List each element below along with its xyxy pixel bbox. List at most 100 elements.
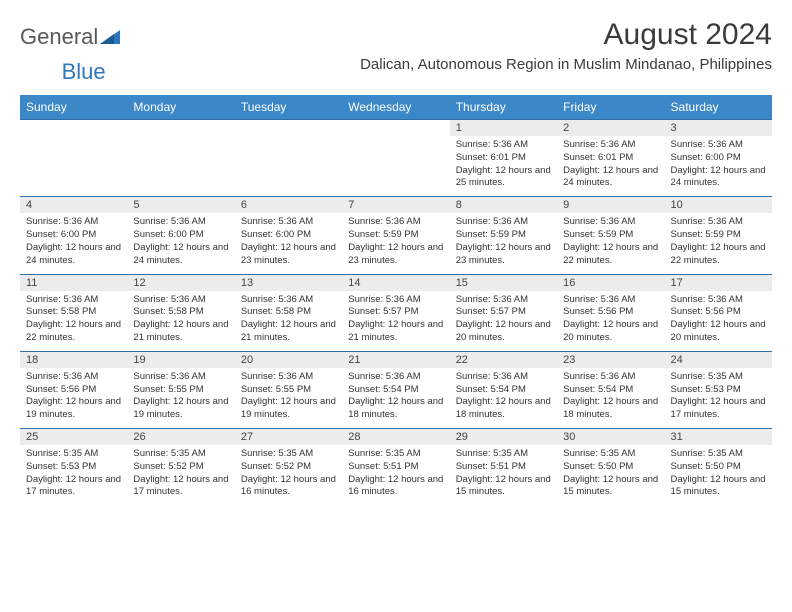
weekday-header: Saturday bbox=[665, 95, 772, 120]
day-number: 26 bbox=[127, 429, 234, 445]
day-number: 22 bbox=[450, 352, 557, 368]
calendar-cell: 8Sunrise: 5:36 AMSunset: 5:59 PMDaylight… bbox=[450, 197, 557, 274]
calendar-cell: 24Sunrise: 5:35 AMSunset: 5:53 PMDayligh… bbox=[665, 351, 772, 428]
calendar-cell bbox=[127, 120, 234, 197]
weekday-header: Thursday bbox=[450, 95, 557, 120]
day-data: Sunrise: 5:35 AMSunset: 5:53 PMDaylight:… bbox=[665, 368, 772, 428]
day-data: Sunrise: 5:36 AMSunset: 5:55 PMDaylight:… bbox=[127, 368, 234, 428]
weekday-header: Tuesday bbox=[235, 95, 342, 120]
day-data: Sunrise: 5:36 AMSunset: 6:01 PMDaylight:… bbox=[557, 136, 664, 196]
day-number: 30 bbox=[557, 429, 664, 445]
title-block: August 2024 Dalican, Autonomous Region i… bbox=[360, 18, 772, 73]
calendar-cell: 13Sunrise: 5:36 AMSunset: 5:58 PMDayligh… bbox=[235, 274, 342, 351]
calendar-cell bbox=[235, 120, 342, 197]
calendar-cell: 11Sunrise: 5:36 AMSunset: 5:58 PMDayligh… bbox=[20, 274, 127, 351]
calendar-row: 1Sunrise: 5:36 AMSunset: 6:01 PMDaylight… bbox=[20, 120, 772, 197]
calendar-cell: 31Sunrise: 5:35 AMSunset: 5:50 PMDayligh… bbox=[665, 429, 772, 506]
calendar-row: 11Sunrise: 5:36 AMSunset: 5:58 PMDayligh… bbox=[20, 274, 772, 351]
month-title: August 2024 bbox=[360, 18, 772, 52]
day-number: 5 bbox=[127, 197, 234, 213]
day-data: Sunrise: 5:36 AMSunset: 5:56 PMDaylight:… bbox=[665, 291, 772, 351]
day-number: 11 bbox=[20, 275, 127, 291]
day-data: Sunrise: 5:36 AMSunset: 5:58 PMDaylight:… bbox=[127, 291, 234, 351]
day-number: 29 bbox=[450, 429, 557, 445]
calendar-cell: 29Sunrise: 5:35 AMSunset: 5:51 PMDayligh… bbox=[450, 429, 557, 506]
calendar-cell: 18Sunrise: 5:36 AMSunset: 5:56 PMDayligh… bbox=[20, 351, 127, 428]
calendar-cell: 16Sunrise: 5:36 AMSunset: 5:56 PMDayligh… bbox=[557, 274, 664, 351]
day-data: Sunrise: 5:36 AMSunset: 5:54 PMDaylight:… bbox=[450, 368, 557, 428]
calendar-cell: 21Sunrise: 5:36 AMSunset: 5:54 PMDayligh… bbox=[342, 351, 449, 428]
day-number: 25 bbox=[20, 429, 127, 445]
day-number: 1 bbox=[450, 120, 557, 136]
calendar-cell: 25Sunrise: 5:35 AMSunset: 5:53 PMDayligh… bbox=[20, 429, 127, 506]
weekday-header: Monday bbox=[127, 95, 234, 120]
day-number: 15 bbox=[450, 275, 557, 291]
calendar-cell: 9Sunrise: 5:36 AMSunset: 5:59 PMDaylight… bbox=[557, 197, 664, 274]
day-number: 3 bbox=[665, 120, 772, 136]
weekday-header: Sunday bbox=[20, 95, 127, 120]
day-number: 12 bbox=[127, 275, 234, 291]
day-number: 16 bbox=[557, 275, 664, 291]
calendar-cell: 2Sunrise: 5:36 AMSunset: 6:01 PMDaylight… bbox=[557, 120, 664, 197]
day-number: 31 bbox=[665, 429, 772, 445]
calendar-cell: 22Sunrise: 5:36 AMSunset: 5:54 PMDayligh… bbox=[450, 351, 557, 428]
weekday-header: Wednesday bbox=[342, 95, 449, 120]
day-number: 14 bbox=[342, 275, 449, 291]
day-data: Sunrise: 5:36 AMSunset: 5:54 PMDaylight:… bbox=[342, 368, 449, 428]
calendar-page: General August 2024 Dalican, Autonomous … bbox=[0, 0, 792, 505]
calendar-cell: 14Sunrise: 5:36 AMSunset: 5:57 PMDayligh… bbox=[342, 274, 449, 351]
day-data: Sunrise: 5:36 AMSunset: 6:00 PMDaylight:… bbox=[235, 213, 342, 273]
day-data: Sunrise: 5:36 AMSunset: 5:58 PMDaylight:… bbox=[235, 291, 342, 351]
day-data: Sunrise: 5:36 AMSunset: 5:59 PMDaylight:… bbox=[665, 213, 772, 273]
day-data: Sunrise: 5:36 AMSunset: 5:57 PMDaylight:… bbox=[342, 291, 449, 351]
day-number-empty bbox=[342, 120, 449, 136]
calendar-row: 4 Sunrise: 5:36 AMSunset: 6:00 PMDaylight… bbox=[20, 197, 772, 274]
logo: General bbox=[20, 24, 122, 50]
day-number-empty bbox=[127, 120, 234, 136]
day-data: Sunrise: 5:36 AMSunset: 6:00 PMDaylight:… bbox=[665, 136, 772, 196]
day-number: 13 bbox=[235, 275, 342, 291]
weekday-row: SundayMondayTuesdayWednesdayThursdayFrid… bbox=[20, 95, 772, 120]
day-number: 24 bbox=[665, 352, 772, 368]
weekday-header: Friday bbox=[557, 95, 664, 120]
calendar-cell: 27Sunrise: 5:35 AMSunset: 5:52 PMDayligh… bbox=[235, 429, 342, 506]
day-number: 18 bbox=[20, 352, 127, 368]
calendar-cell: 12Sunrise: 5:36 AMSunset: 5:58 PMDayligh… bbox=[127, 274, 234, 351]
calendar-cell: 5Sunrise: 5:36 AMSunset: 6:00 PMDaylight… bbox=[127, 197, 234, 274]
calendar-cell bbox=[342, 120, 449, 197]
day-data: Sunrise: 5:35 AMSunset: 5:52 PMDaylight:… bbox=[235, 445, 342, 505]
day-data: Sunrise: 5:36 AMSunset: 5:59 PMDaylight:… bbox=[342, 213, 449, 273]
day-number: 2 bbox=[557, 120, 664, 136]
day-data: Sunrise: 5:35 AMSunset: 5:50 PMDaylight:… bbox=[665, 445, 772, 505]
day-number: 27 bbox=[235, 429, 342, 445]
calendar-cell: 17Sunrise: 5:36 AMSunset: 5:56 PMDayligh… bbox=[665, 274, 772, 351]
day-data: Sunrise: 5:36 AMSunset: 5:56 PMDaylight:… bbox=[557, 291, 664, 351]
day-number: 4 bbox=[20, 197, 127, 213]
day-number: 17 bbox=[665, 275, 772, 291]
day-number-empty bbox=[20, 120, 127, 136]
calendar-cell: 30Sunrise: 5:35 AMSunset: 5:50 PMDayligh… bbox=[557, 429, 664, 506]
location-subtitle: Dalican, Autonomous Region in Muslim Min… bbox=[360, 56, 772, 73]
day-number: 28 bbox=[342, 429, 449, 445]
calendar-cell: 19Sunrise: 5:36 AMSunset: 5:55 PMDayligh… bbox=[127, 351, 234, 428]
calendar-row: 25Sunrise: 5:35 AMSunset: 5:53 PMDayligh… bbox=[20, 429, 772, 506]
day-data: Sunrise: 5:36 AMSunset: 5:59 PMDaylight:… bbox=[450, 213, 557, 273]
calendar-cell: 23Sunrise: 5:36 AMSunset: 5:54 PMDayligh… bbox=[557, 351, 664, 428]
day-number: 8 bbox=[450, 197, 557, 213]
calendar-cell: 20Sunrise: 5:36 AMSunset: 5:55 PMDayligh… bbox=[235, 351, 342, 428]
day-data: Sunrise: 5:35 AMSunset: 5:53 PMDaylight:… bbox=[20, 445, 127, 505]
day-number: 10 bbox=[665, 197, 772, 213]
calendar-cell: 6Sunrise: 5:36 AMSunset: 6:00 PMDaylight… bbox=[235, 197, 342, 274]
day-number-empty bbox=[235, 120, 342, 136]
day-data: Sunrise: 5:36 AMSunset: 5:59 PMDaylight:… bbox=[557, 213, 664, 273]
calendar-table: SundayMondayTuesdayWednesdayThursdayFrid… bbox=[20, 95, 772, 505]
day-number: 19 bbox=[127, 352, 234, 368]
day-data: Sunrise: 5:35 AMSunset: 5:51 PMDaylight:… bbox=[450, 445, 557, 505]
day-number: 9 bbox=[557, 197, 664, 213]
logo-triangle-icon bbox=[100, 28, 122, 46]
calendar-cell: 3Sunrise: 5:36 AMSunset: 6:00 PMDaylight… bbox=[665, 120, 772, 197]
day-data: Sunrise: 5:35 AMSunset: 5:52 PMDaylight:… bbox=[127, 445, 234, 505]
calendar-cell: 7Sunrise: 5:36 AMSunset: 5:59 PMDaylight… bbox=[342, 197, 449, 274]
calendar-cell: 15Sunrise: 5:36 AMSunset: 5:57 PMDayligh… bbox=[450, 274, 557, 351]
calendar-cell: 28Sunrise: 5:35 AMSunset: 5:51 PMDayligh… bbox=[342, 429, 449, 506]
